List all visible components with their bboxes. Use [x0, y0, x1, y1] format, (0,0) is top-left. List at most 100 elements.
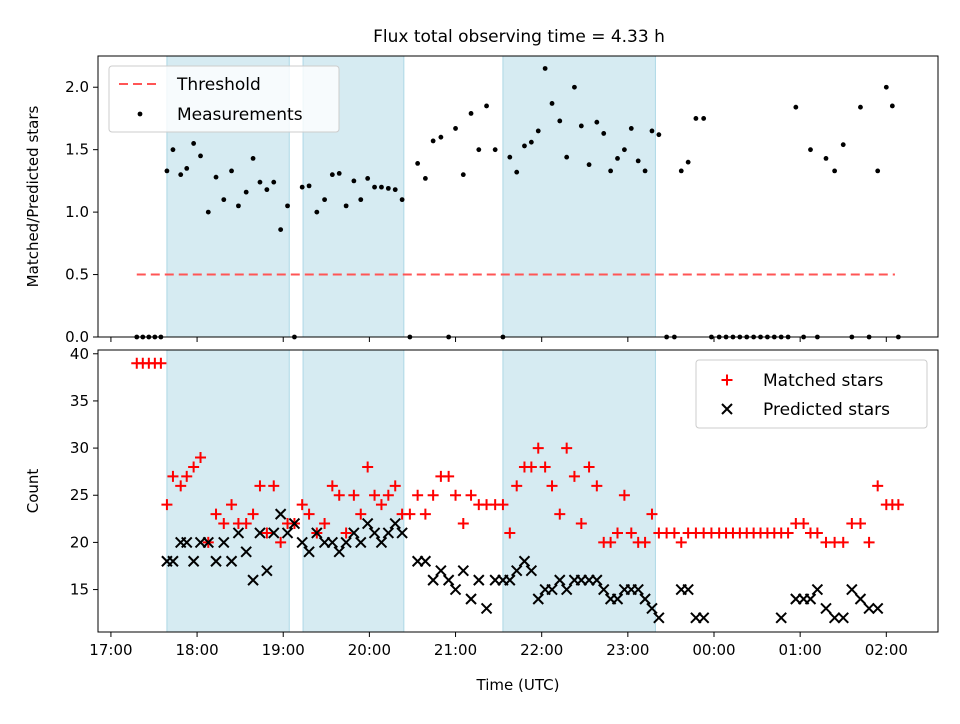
predicted-point [368, 527, 381, 539]
predicted-point [480, 602, 493, 615]
measurement-point [184, 166, 190, 171]
legend-predicted-swatch [721, 403, 733, 415]
predicted-point [646, 602, 658, 615]
measurement-point [642, 168, 648, 174]
measurement-point [285, 203, 290, 209]
predicted-point [435, 564, 447, 577]
matched-point [532, 442, 544, 454]
predicted-point [846, 583, 858, 596]
predicted-point [167, 555, 179, 567]
predicted-point [296, 536, 308, 549]
measurement-point [492, 147, 498, 153]
measurement-point [572, 84, 577, 90]
measurement-point [322, 197, 327, 203]
measurement-point [422, 175, 428, 181]
predicted-point [532, 593, 544, 605]
matched-point [583, 461, 595, 473]
measurement-point [170, 147, 176, 153]
measurement-point [236, 203, 241, 209]
matched-point [511, 480, 523, 492]
matched-point [837, 536, 849, 548]
measurement-point [649, 128, 655, 134]
predicted-point [473, 574, 485, 586]
matched-point [268, 480, 280, 492]
y-tick-label: 30 [70, 439, 89, 457]
measurement-point [271, 179, 277, 185]
predicted-point [218, 536, 230, 549]
measurement-point [685, 159, 691, 165]
predicted-point [804, 593, 817, 605]
matched-point [348, 489, 360, 501]
predicted-point [632, 583, 644, 596]
predicted-point [261, 564, 273, 577]
measurement-point [306, 183, 312, 189]
measurement-point [229, 168, 234, 174]
predicted-point [247, 574, 259, 586]
measurement-point [399, 197, 405, 203]
measurement-point [586, 162, 592, 168]
measurement-point [484, 103, 489, 109]
matched-point [450, 489, 462, 501]
predicted-point [288, 517, 301, 530]
predicted-point [240, 546, 252, 558]
predicted-point [232, 527, 245, 539]
matched-point [465, 489, 477, 501]
matched-point [382, 489, 394, 501]
legend-label: Matched stars [763, 371, 883, 391]
measurement-point [358, 197, 364, 203]
measurement-point [299, 184, 305, 190]
measurement-point [178, 172, 184, 178]
y-tick-label: 15 [70, 581, 89, 599]
measurement-point [557, 118, 563, 124]
y-tick-label: 0.0 [65, 328, 89, 346]
measurement-point [535, 128, 541, 134]
predicted-point [202, 536, 214, 549]
measurement-point [615, 156, 620, 161]
predicted-point [210, 555, 222, 567]
predicted-point [854, 593, 867, 605]
measurement-point [468, 111, 474, 116]
legend-box [108, 65, 340, 133]
matched-point [554, 508, 566, 520]
matched-point [296, 499, 308, 511]
measurement-point [693, 116, 699, 121]
measurement-point [808, 147, 813, 153]
y-tick-label: 1.5 [65, 141, 89, 159]
y-tick-label: 40 [70, 345, 89, 363]
matched-point [782, 527, 794, 539]
predicted-point [871, 602, 884, 615]
x-tick-label: 19:00 [262, 641, 305, 659]
predicted-point [525, 564, 538, 577]
predicted-point [682, 583, 694, 596]
measurement-point [883, 84, 889, 90]
predicted-point [254, 527, 266, 539]
measurement-point [858, 104, 863, 110]
measurement-point [243, 189, 249, 195]
predicted-point [554, 574, 566, 586]
measurement-point [549, 101, 555, 106]
y-axis-label: Matched/Predicted stars [24, 106, 42, 288]
measurement-point [198, 153, 203, 159]
matched-point [811, 527, 823, 539]
predicted-point [389, 517, 401, 530]
predicted-point [591, 574, 603, 586]
predicted-point [560, 583, 573, 596]
matched-point [525, 461, 537, 473]
legend-label: Measurements [177, 105, 303, 125]
shaded-interval [502, 55, 656, 338]
measurement-point [430, 138, 436, 144]
predicted-point [348, 527, 360, 539]
predicted-point [274, 508, 287, 520]
matched-point [247, 508, 259, 520]
measurement-point [578, 123, 584, 129]
measurement-point [365, 175, 371, 181]
matched-point [319, 518, 331, 530]
matched-point [188, 461, 200, 473]
axes-frame [97, 55, 939, 338]
x-tick-label: 01:00 [779, 641, 822, 659]
x-tick-label: 18:00 [175, 641, 218, 659]
matched-point [167, 470, 179, 482]
matched-point [155, 357, 167, 369]
predicted-point [442, 574, 455, 586]
predicted-point [828, 612, 841, 624]
